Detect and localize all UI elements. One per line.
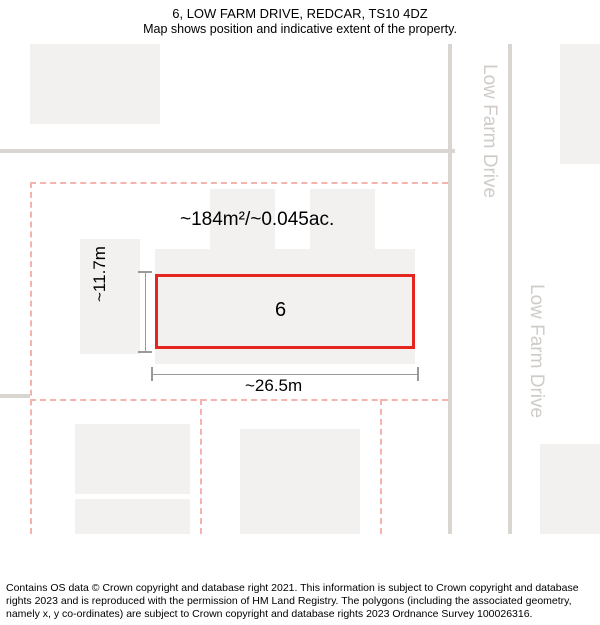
plot-boundary: [200, 399, 202, 534]
building-block: [560, 44, 600, 164]
header: 6, LOW FARM DRIVE, REDCAR, TS10 4DZ Map …: [0, 0, 600, 38]
plot-boundary: [30, 182, 448, 184]
width-dimension-tick: [151, 367, 153, 381]
header-subtitle: Map shows position and indicative extent…: [10, 22, 590, 36]
street-name-label: Low Farm Drive: [478, 64, 500, 198]
area-label: ~184m²/~0.045ac.: [180, 209, 334, 231]
height-dimension-tick: [138, 351, 152, 353]
road-edge: [0, 149, 455, 153]
road-edge: [448, 44, 452, 534]
height-dimension-line: [145, 272, 146, 352]
road-edge: [508, 44, 512, 534]
width-dimension-tick: [417, 367, 419, 381]
road-edge: [0, 394, 30, 398]
building-block: [75, 499, 190, 534]
plot-boundary: [380, 399, 382, 534]
property-number: 6: [275, 299, 286, 322]
street-name-label: Low Farm Drive: [525, 284, 547, 418]
width-label: ~26.5m: [245, 376, 302, 396]
plot-boundary: [30, 182, 32, 534]
building-block: [540, 444, 600, 534]
property-address: 6, LOW FARM DRIVE, REDCAR, TS10 4DZ: [10, 6, 590, 21]
height-dimension-tick: [138, 271, 152, 273]
building-block: [240, 429, 360, 534]
height-label: ~11.7m: [90, 246, 110, 302]
building-block: [75, 424, 190, 494]
building-block: [30, 44, 160, 124]
width-dimension-line: [152, 374, 418, 375]
building-block: [80, 239, 140, 354]
copyright-footer: Contains OS data © Crown copyright and d…: [6, 582, 594, 621]
plot-boundary: [30, 399, 448, 401]
map-canvas: 6 ~184m²/~0.045ac. ~26.5m ~11.7m Low Farm Dr…: [0, 44, 600, 534]
